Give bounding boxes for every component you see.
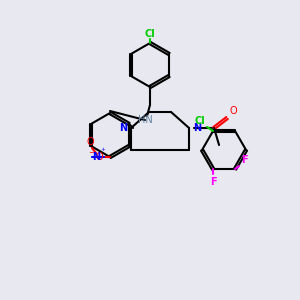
Text: O: O	[229, 106, 237, 116]
Text: Cl: Cl	[145, 29, 155, 39]
Text: N: N	[119, 123, 127, 133]
Text: O: O	[95, 152, 103, 162]
Text: HN: HN	[138, 115, 152, 125]
Text: +: +	[100, 147, 105, 152]
Text: N: N	[92, 152, 100, 162]
Text: Cl: Cl	[194, 116, 205, 126]
Text: F: F	[241, 155, 248, 165]
Text: F: F	[210, 177, 216, 187]
Text: O: O	[86, 137, 94, 147]
Text: −: −	[88, 148, 95, 158]
Text: N: N	[193, 123, 201, 133]
